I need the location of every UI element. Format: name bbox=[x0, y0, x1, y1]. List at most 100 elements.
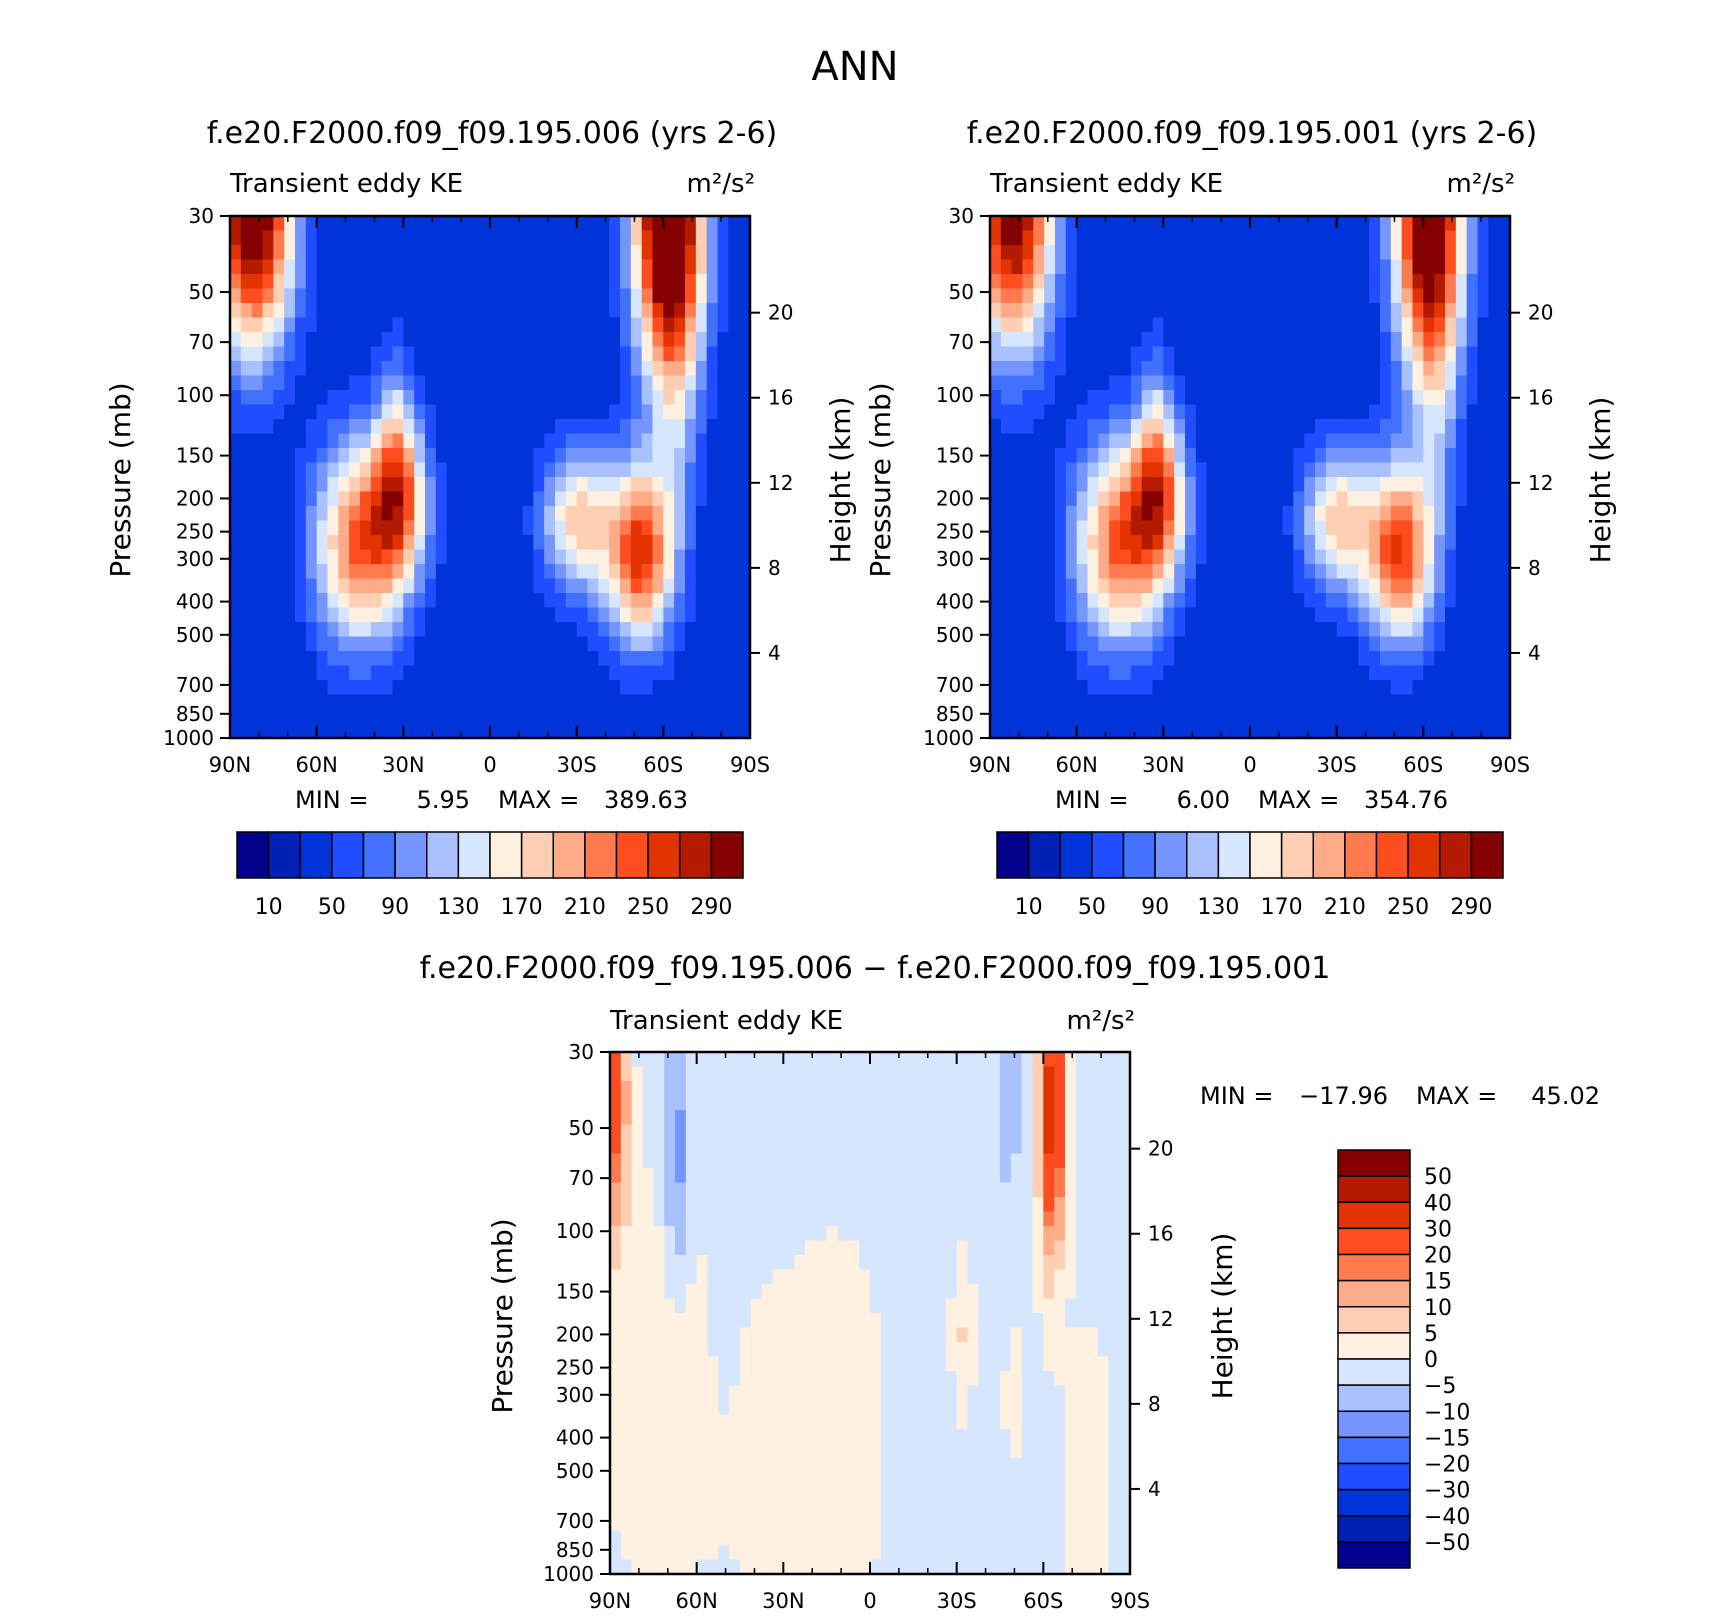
panel-1-cell bbox=[641, 520, 654, 536]
panel-1-cell bbox=[695, 636, 708, 652]
panel-1-cell bbox=[273, 477, 285, 493]
panel-3-cell bbox=[815, 1052, 828, 1068]
panel-2-cell bbox=[1499, 245, 1511, 261]
panel-1-cell bbox=[652, 607, 664, 623]
panel-1-ytick-label: 100 bbox=[176, 383, 214, 407]
panel-2-cell bbox=[1390, 477, 1403, 493]
panel-2-cell bbox=[1445, 346, 1457, 362]
panel-1-cell bbox=[284, 346, 296, 362]
panel-1-cell bbox=[511, 332, 524, 348]
panel-2-cell bbox=[1477, 665, 1489, 681]
panel-1-cell bbox=[587, 564, 599, 580]
panel-3-cell bbox=[620, 1153, 633, 1169]
panel-1-cell bbox=[468, 694, 480, 710]
panel-3-cell bbox=[967, 1327, 979, 1343]
panel-2-cell bbox=[1380, 332, 1392, 348]
panel-2-cell bbox=[1250, 375, 1262, 391]
panel-3-cell bbox=[794, 1240, 806, 1256]
panel-1-cell bbox=[414, 723, 426, 739]
panel-1-cell bbox=[685, 346, 697, 362]
panel-2-cell bbox=[1445, 332, 1457, 348]
panel-1-cell bbox=[641, 462, 654, 478]
panel-3-cell bbox=[848, 1066, 860, 1082]
panel-2-cell bbox=[1293, 520, 1305, 536]
panel-1-cell bbox=[630, 651, 643, 667]
panel-1-cell bbox=[609, 404, 621, 420]
panel-2-cell bbox=[1065, 346, 1078, 362]
panel-2-cell bbox=[1195, 520, 1208, 536]
panel-1-cell bbox=[533, 303, 545, 319]
panel-3-cell bbox=[610, 1443, 622, 1459]
panel-1-cell bbox=[349, 564, 361, 580]
panel-2-cell bbox=[1304, 303, 1316, 319]
panel-1-cell bbox=[425, 680, 437, 696]
panel-1-cell bbox=[284, 680, 296, 696]
panel-3-cell bbox=[653, 1153, 665, 1169]
panel-2-cell bbox=[1033, 709, 1045, 725]
panel-2-cell bbox=[1239, 303, 1251, 319]
panel-3-cell bbox=[870, 1081, 882, 1097]
panel-2-cell bbox=[1434, 245, 1446, 261]
panel-1-cell bbox=[544, 419, 556, 435]
panel-1-cell bbox=[544, 303, 556, 319]
panel-1-cell bbox=[695, 665, 708, 681]
panel-1-cell bbox=[555, 723, 567, 739]
panel-1-cell bbox=[446, 665, 459, 681]
panel-1-cell bbox=[251, 694, 264, 710]
panel-2-cell bbox=[1152, 723, 1164, 739]
panel-1-cell bbox=[305, 433, 318, 449]
panel-2-cell bbox=[1022, 665, 1034, 681]
panel-3-cell bbox=[1075, 1400, 1088, 1416]
panel-3-cell bbox=[631, 1139, 644, 1155]
panel-3-cell bbox=[750, 1153, 763, 1169]
panel-1-cell bbox=[490, 723, 502, 739]
panel-3-cell bbox=[642, 1095, 654, 1111]
panel-2-cell bbox=[1141, 288, 1154, 304]
panel-2-cell bbox=[1499, 317, 1511, 333]
panel-2-cell bbox=[1163, 694, 1175, 710]
panel-1-cell bbox=[230, 404, 242, 420]
panel-1-cell bbox=[392, 216, 404, 232]
panel-1-cell bbox=[620, 317, 632, 333]
panel-1-cell bbox=[414, 317, 426, 333]
panel-3-cell bbox=[750, 1081, 763, 1097]
panel-3-cell bbox=[794, 1400, 806, 1416]
panel-2-cell bbox=[1455, 564, 1468, 580]
panel-3-cell bbox=[675, 1371, 687, 1387]
panel-2-cell bbox=[1325, 535, 1338, 551]
panel-2-cell bbox=[1477, 375, 1489, 391]
panel-1-cell bbox=[262, 375, 274, 391]
panel-2-cell bbox=[1466, 361, 1479, 377]
panel-2-cell bbox=[1033, 636, 1045, 652]
panel-3-cell bbox=[783, 1385, 795, 1401]
panel-2-cell bbox=[1076, 448, 1089, 464]
panel-3-cell bbox=[696, 1226, 709, 1242]
panel-2-cell bbox=[1369, 317, 1381, 333]
panel-1-cell bbox=[425, 332, 437, 348]
panel-2-cell bbox=[1282, 680, 1294, 696]
panel-1-cell bbox=[262, 259, 274, 275]
panel-3-cell bbox=[1000, 1211, 1012, 1227]
panel-2-cell bbox=[1152, 433, 1164, 449]
panel-3-cell bbox=[1032, 1081, 1044, 1097]
panel-1-cell bbox=[414, 216, 426, 232]
panel-2-cell bbox=[1477, 448, 1489, 464]
panel-1-cell bbox=[706, 346, 719, 362]
panel-2-cell bbox=[1499, 361, 1511, 377]
panel-1-xtick-label: 30N bbox=[382, 753, 424, 777]
panel-2-colorbar-swatch bbox=[1470, 831, 1504, 879]
panel-2-cell bbox=[1000, 578, 1013, 594]
panel-2-cell bbox=[1293, 593, 1305, 609]
panel-1-cell bbox=[468, 375, 480, 391]
panel-1-cell bbox=[533, 288, 545, 304]
panel-3-cell bbox=[826, 1124, 839, 1140]
panel-2-cell bbox=[1109, 346, 1121, 362]
panel-1-cell bbox=[739, 549, 751, 565]
panel-2-cell bbox=[1011, 390, 1024, 406]
panel-1-cell bbox=[425, 549, 437, 565]
panel-3-cell bbox=[1021, 1124, 1034, 1140]
panel-2-cell bbox=[1315, 419, 1327, 435]
panel-1-cell bbox=[511, 274, 524, 290]
panel-1-field bbox=[230, 216, 751, 739]
panel-2-cell bbox=[1260, 274, 1273, 290]
